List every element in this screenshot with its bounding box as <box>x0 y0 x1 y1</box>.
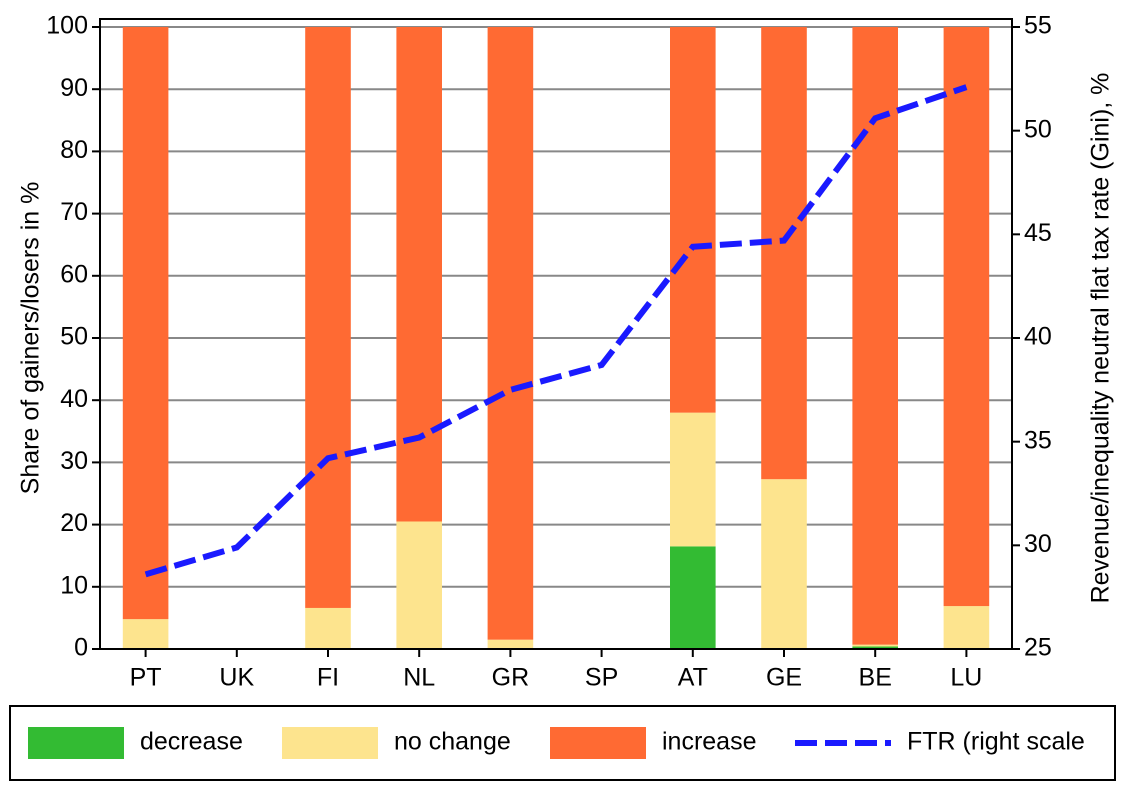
x-tick-label: FI <box>317 664 339 692</box>
y-tick-label: 80 <box>60 136 88 164</box>
y2-tick-label: 50 <box>1024 115 1052 143</box>
y2-tick-label: 55 <box>1024 12 1052 40</box>
y2-tick-label: 35 <box>1024 426 1052 454</box>
plot-frame <box>99 18 1013 650</box>
x-tick-label: NL <box>403 664 435 692</box>
y2-tick-label: 45 <box>1024 219 1052 247</box>
legend-swatch <box>28 727 124 759</box>
y2-axis-label: Revenue/inequality neutral flat tax rate… <box>1087 73 1115 604</box>
legend-box <box>9 705 1116 781</box>
legend-swatch <box>550 727 646 759</box>
bar <box>670 412 716 547</box>
y-axis-label: Share of gainers/losers in % <box>17 182 45 495</box>
y-tick-label: 20 <box>60 509 88 537</box>
bar <box>122 619 169 649</box>
x-tick-label: AT <box>678 664 708 692</box>
bar <box>670 27 716 413</box>
bar <box>852 27 898 645</box>
x-tick-label: BE <box>859 664 892 692</box>
legend-swatch <box>282 727 378 759</box>
bar <box>761 27 807 480</box>
bar <box>396 521 442 649</box>
bar <box>122 27 169 620</box>
x-tick-label: PT <box>130 664 162 692</box>
bar <box>305 607 351 649</box>
y2-tick-label: 40 <box>1024 323 1052 351</box>
y2-tick-label: 30 <box>1024 530 1052 558</box>
y-tick-label: 60 <box>60 260 88 288</box>
bar <box>396 27 442 522</box>
line <box>144 84 968 578</box>
legend-label: FTR (right scale <box>907 728 1085 756</box>
y-tick-label: 10 <box>60 571 88 599</box>
legend-label: increase <box>662 728 757 756</box>
legend-label: decrease <box>140 728 243 756</box>
bar <box>670 546 716 649</box>
x-tick-label: GR <box>492 664 530 692</box>
legend-label: no change <box>394 728 511 756</box>
x-tick-label: LU <box>950 664 982 692</box>
y-tick-label: 70 <box>60 198 88 226</box>
y-tick-label: 0 <box>74 634 88 662</box>
bar <box>943 27 990 607</box>
bar <box>487 27 534 640</box>
x-tick-label: UK <box>219 664 254 692</box>
x-tick-label: SP <box>585 664 618 692</box>
y2-tick-label: 25 <box>1024 634 1052 662</box>
bar <box>852 644 898 647</box>
y-tick-label: 50 <box>60 323 88 351</box>
bar <box>852 646 898 649</box>
y-tick-label: 30 <box>60 447 88 475</box>
bar <box>487 639 534 649</box>
y-tick-label: 90 <box>60 74 88 102</box>
bar <box>943 606 990 649</box>
y-tick-label: 100 <box>46 12 88 40</box>
y-tick-label: 40 <box>60 385 88 413</box>
bar <box>305 27 351 608</box>
bar <box>761 479 807 649</box>
x-tick-label: GE <box>766 664 802 692</box>
